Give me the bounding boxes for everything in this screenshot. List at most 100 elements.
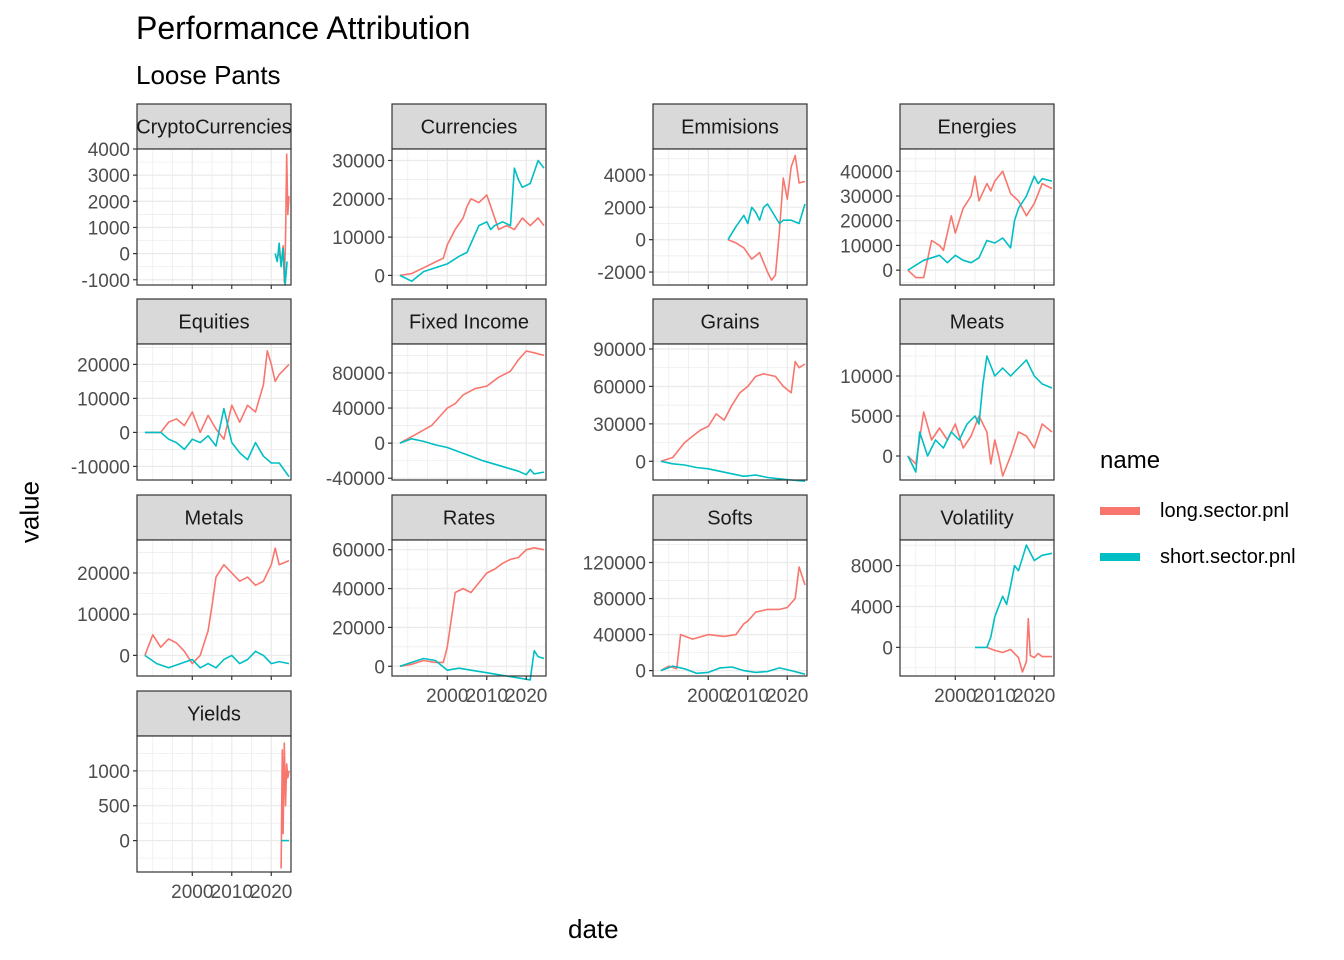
strip-label-currencies: Currencies — [421, 117, 518, 139]
legend-swatch-long — [1100, 507, 1140, 515]
strip-label-metals: Metals — [185, 508, 244, 530]
panel-energies: Energies 0 10000 20000 30000 40000 — [840, 103, 1055, 289]
x-tick-label: 2010 — [727, 686, 769, 707]
panel-border-grains — [652, 343, 808, 481]
y-tick-label: 40000 — [593, 626, 646, 647]
plot-area-grains — [653, 344, 807, 480]
series-short-sector-pnl-equities — [144, 407, 290, 478]
strip-label-equities: Equities — [178, 312, 249, 334]
y-tick-label: 10000 — [840, 367, 893, 388]
series-short-sector-pnl-currencies — [399, 159, 545, 282]
y-tick-label: 0 — [374, 434, 385, 455]
series-long-sector-pnl-volatility — [986, 617, 1052, 673]
y-tick-label: -10000 — [71, 457, 130, 478]
y-tick-label: 0 — [374, 266, 385, 287]
plot-area-fixed-income — [392, 344, 546, 480]
y-tick-label: -40000 — [326, 469, 385, 490]
plot-area-metals — [137, 540, 291, 676]
y-tick-label: 0 — [635, 662, 646, 683]
plot-area-meats — [900, 344, 1054, 480]
panel-border-meats — [899, 343, 1055, 481]
y-tick-label: 60000 — [593, 377, 646, 398]
plot-area-currencies — [392, 149, 546, 285]
y-tick-label: 500 — [98, 797, 130, 818]
series-short-sector-pnl-grains — [660, 460, 806, 482]
y-tick-label: -1000 — [81, 271, 130, 292]
plot-area-cryptocurrencies — [137, 149, 291, 285]
y-tick-label: 20000 — [332, 190, 385, 211]
plot-area-emmisions — [653, 149, 807, 285]
legend-label-long: long.sector.pnl — [1160, 499, 1289, 522]
panel-border-rates — [391, 539, 547, 677]
panel-metals: Metals 0 10000 20000 — [77, 494, 292, 680]
series-long-sector-pnl-softs — [660, 566, 806, 672]
series-short-sector-pnl-energies — [907, 175, 1053, 271]
strip-label-grains: Grains — [701, 312, 760, 334]
y-tick-label: 20000 — [77, 355, 130, 376]
panel-emmisions: Emmisions -2000 0 2000 4000 — [597, 103, 808, 289]
strip-label-meats: Meats — [950, 312, 1004, 334]
y-tick-label: 90000 — [593, 340, 646, 361]
series-long-sector-pnl-grains — [660, 360, 806, 463]
strip-label-energies: Energies — [938, 117, 1017, 139]
y-tick-label: 2000 — [604, 198, 646, 219]
y-tick-label: 20000 — [77, 564, 130, 585]
y-tick-label: 8000 — [851, 557, 893, 578]
legend-item-short: short.sector.pnl — [1100, 542, 1296, 572]
y-tick-label: 30000 — [840, 187, 893, 208]
legend-title: name — [1100, 447, 1161, 474]
panel-cryptocurrencies: CryptoCurrencies -1000 0 1000 2000 3000 4000 — [81, 103, 292, 292]
y-tick-label: 1000 — [88, 762, 130, 783]
panel-border-metals — [136, 539, 292, 677]
panel-border-volatility — [899, 539, 1055, 677]
x-tick-label: 2020 — [250, 882, 292, 903]
y-tick-label: 5000 — [851, 407, 893, 428]
strip-label-volatility: Volatility — [940, 508, 1013, 530]
x-tick-label: 2010 — [211, 882, 253, 903]
y-tick-label: 0 — [882, 447, 893, 468]
strip-label-cryptocurrencies: CryptoCurrencies — [136, 117, 292, 139]
series-short-sector-pnl-meats — [907, 355, 1053, 473]
series-long-sector-pnl-yields — [280, 742, 290, 869]
y-tick-label: 0 — [119, 832, 130, 853]
panel-equities: Equities -10000 0 10000 20000 — [71, 298, 292, 484]
y-tick-label: 0 — [635, 231, 646, 252]
y-tick-label: 30000 — [332, 151, 385, 172]
x-tick-label: 2000 — [934, 686, 976, 707]
panel-border-softs — [652, 539, 808, 677]
x-tick-label: 2000 — [426, 686, 468, 707]
plot-area-yields — [137, 736, 291, 872]
legend-label-short: short.sector.pnl — [1160, 545, 1296, 568]
y-tick-label: 120000 — [583, 554, 646, 575]
y-tick-label: 80000 — [593, 590, 646, 611]
y-tick-label: 3000 — [88, 166, 130, 187]
y-tick-label: 1000 — [88, 218, 130, 239]
panel-border-currencies — [391, 148, 547, 286]
strip-label-emmisions: Emmisions — [681, 117, 779, 139]
y-tick-label: 0 — [119, 423, 130, 444]
y-tick-label: 0 — [635, 452, 646, 473]
y-tick-label: 40000 — [332, 399, 385, 420]
x-tick-label: 2000 — [171, 882, 213, 903]
strip-metals — [136, 494, 292, 541]
series-short-sector-pnl-emmisions — [727, 203, 806, 241]
series-long-sector-pnl-energies — [907, 170, 1053, 279]
y-axis-label: value — [14, 480, 45, 544]
y-tick-label: 0 — [119, 646, 130, 667]
strip-energies — [899, 103, 1055, 150]
plot-area-volatility — [900, 540, 1054, 676]
y-tick-label: 0 — [882, 638, 893, 659]
y-tick-label: 30000 — [593, 415, 646, 436]
legend-swatch-short — [1100, 553, 1140, 561]
y-tick-label: 2000 — [88, 192, 130, 213]
series-long-sector-pnl-fixed-income — [399, 350, 545, 444]
chart-subtitle: Loose Pants — [136, 60, 281, 90]
series-long-sector-pnl-rates — [399, 547, 545, 668]
strip-fixed-income — [391, 298, 547, 345]
y-tick-label: 10000 — [77, 605, 130, 626]
series-short-sector-pnl-softs — [660, 665, 806, 675]
panel-border-yields — [136, 735, 292, 873]
